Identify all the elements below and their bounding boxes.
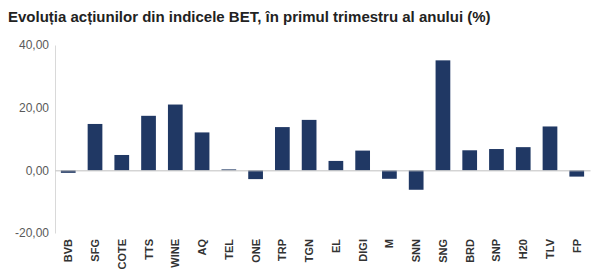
- x-tick-label: SFG: [89, 239, 101, 262]
- bar: [141, 116, 156, 171]
- x-tick-label: TLV: [544, 238, 556, 259]
- x-tick-label: BVB: [62, 239, 74, 262]
- x-tick-label: EL: [330, 239, 342, 253]
- x-tick-label: TTS: [143, 239, 155, 260]
- title: Evoluția acțiunilor din indicele BET, în…: [8, 8, 491, 25]
- x-tick: TLV: [544, 170, 556, 259]
- bar: [114, 155, 129, 170]
- bar: [436, 60, 451, 170]
- x-tick: TRP: [276, 170, 288, 261]
- x-tick: M: [383, 170, 395, 248]
- x-tick: SNN: [410, 170, 422, 262]
- bar: [489, 149, 504, 170]
- x-tick: ONE: [250, 170, 262, 263]
- bar: [329, 161, 344, 170]
- bar: [543, 126, 558, 170]
- y-tick-label: -20,00: [15, 226, 49, 240]
- chart: Evoluția acțiunilor din indicele BET, în…: [0, 0, 600, 278]
- x-tick-label: SNN: [410, 239, 422, 262]
- x-tick-label: COTE: [116, 239, 128, 270]
- x-tick-label: TGN: [303, 239, 315, 262]
- bar: [275, 127, 290, 170]
- x-axis-line: [56, 170, 591, 171]
- x-tick: TGN: [303, 170, 315, 262]
- x-tick: SFG: [89, 170, 101, 261]
- x-tick-label: TEL: [223, 239, 235, 260]
- y-tick-label: 40,00: [19, 38, 49, 52]
- x-tick: WINE: [169, 170, 181, 267]
- x-axis: BVB SFG COTE TTS WINE AQ TEL ONE TRP TGN EL DIGI M SN…: [56, 170, 591, 269]
- bar: [168, 105, 183, 171]
- x-tick: FP: [571, 170, 583, 253]
- x-tick-label: BRD: [464, 239, 476, 263]
- y-tick: 0,00: [26, 164, 55, 178]
- x-tick: AQ: [196, 170, 208, 255]
- bar: [355, 151, 370, 171]
- x-tick: EL: [330, 170, 342, 253]
- x-tick: TEL: [223, 170, 235, 259]
- y-tick-label: 20,00: [19, 101, 49, 115]
- bar: [248, 170, 263, 179]
- y-tick: -20,00: [15, 226, 55, 240]
- x-tick-label: AQ: [196, 239, 208, 256]
- x-tick: DIGI: [357, 170, 369, 261]
- x-tick-label: H20: [517, 239, 529, 259]
- x-tick-label: WINE: [169, 239, 181, 268]
- bar: [382, 170, 397, 178]
- x-tick: H20: [517, 170, 529, 259]
- y-tick-label: 0,00: [26, 164, 50, 178]
- bar: [302, 120, 317, 170]
- x-tick: SNP: [490, 170, 502, 261]
- bar: [195, 132, 210, 170]
- x-tick: BVB: [62, 170, 74, 262]
- y-axis-line: [55, 46, 56, 234]
- x-tick: COTE: [116, 170, 128, 269]
- bar: [516, 147, 531, 170]
- y-axis: -20,00 0,00 20,00 40,00: [15, 38, 56, 240]
- bar: [88, 124, 103, 170]
- y-tick: 20,00: [19, 101, 55, 115]
- x-tick-label: DIGI: [357, 239, 369, 262]
- x-tick: TTS: [143, 170, 155, 259]
- y-tick: 40,00: [19, 38, 55, 52]
- x-tick-label: ONE: [250, 239, 262, 263]
- plot: -20,00 0,00 20,00 40,00 BVB SFG COTE TTS WINE AQ T…: [15, 38, 591, 269]
- bar: [462, 150, 477, 170]
- x-tick-label: SNP: [490, 239, 502, 262]
- x-tick: BRD: [464, 170, 476, 263]
- x-tick-label: FP: [571, 239, 583, 253]
- bar: [409, 170, 424, 189]
- x-tick-label: M: [383, 239, 395, 248]
- x-tick: SNG: [437, 170, 449, 263]
- x-tick-label: TRP: [276, 239, 288, 261]
- x-tick-label: SNG: [437, 239, 449, 263]
